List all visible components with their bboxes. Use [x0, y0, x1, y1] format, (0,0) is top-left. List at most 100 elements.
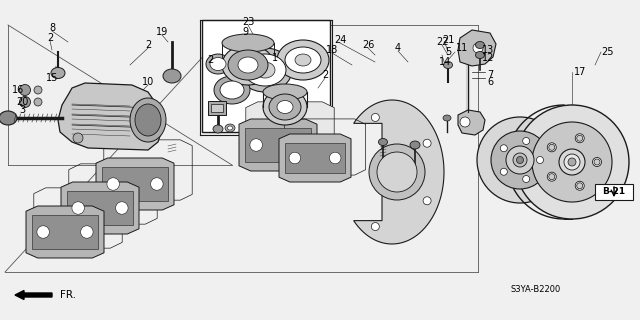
Circle shape [473, 43, 483, 53]
Text: 9: 9 [242, 27, 248, 37]
Circle shape [577, 183, 583, 189]
Polygon shape [458, 30, 496, 66]
Text: B-21: B-21 [602, 188, 625, 196]
Text: 26: 26 [362, 40, 374, 50]
Circle shape [116, 202, 128, 214]
Ellipse shape [210, 58, 226, 70]
Circle shape [500, 168, 508, 175]
Ellipse shape [443, 115, 451, 121]
Polygon shape [279, 134, 351, 182]
Text: 13: 13 [482, 45, 494, 55]
Bar [202, 20, 330, 132]
Text: 20: 20 [16, 97, 28, 107]
Text: 10: 10 [142, 77, 154, 87]
Text: 11: 11 [456, 43, 468, 53]
Ellipse shape [222, 34, 274, 52]
Ellipse shape [377, 152, 417, 192]
Ellipse shape [263, 84, 307, 100]
Circle shape [289, 152, 301, 164]
Text: 8: 8 [49, 23, 55, 33]
Ellipse shape [513, 153, 527, 167]
Polygon shape [285, 143, 345, 173]
Ellipse shape [515, 105, 629, 219]
Ellipse shape [238, 57, 258, 73]
Text: FR.: FR. [60, 290, 76, 300]
Text: S3YA-B2200: S3YA-B2200 [510, 285, 560, 294]
Circle shape [536, 156, 543, 164]
Polygon shape [58, 83, 162, 150]
Polygon shape [67, 191, 132, 225]
Text: 17: 17 [574, 67, 586, 77]
Ellipse shape [277, 100, 293, 114]
Ellipse shape [135, 104, 161, 136]
Circle shape [548, 144, 555, 150]
Ellipse shape [0, 111, 17, 125]
Circle shape [19, 84, 31, 95]
Polygon shape [354, 100, 444, 244]
Text: 2: 2 [145, 40, 151, 50]
Circle shape [107, 178, 120, 190]
Text: 2: 2 [47, 33, 53, 43]
Ellipse shape [378, 139, 387, 146]
Text: 22: 22 [436, 37, 448, 47]
Ellipse shape [476, 42, 484, 49]
Polygon shape [458, 110, 485, 135]
Text: 21: 21 [442, 35, 454, 45]
Ellipse shape [532, 122, 612, 202]
Text: 6: 6 [487, 77, 493, 87]
Ellipse shape [444, 61, 452, 68]
Text: 2: 2 [207, 55, 213, 65]
Text: 7: 7 [487, 70, 493, 80]
Circle shape [19, 97, 31, 108]
Circle shape [34, 98, 42, 106]
Circle shape [371, 222, 380, 230]
Ellipse shape [228, 50, 268, 80]
Circle shape [547, 143, 556, 152]
Ellipse shape [220, 81, 244, 99]
Polygon shape [96, 158, 174, 210]
Circle shape [73, 133, 83, 143]
Text: 14: 14 [439, 57, 451, 67]
Ellipse shape [277, 40, 329, 80]
Circle shape [294, 139, 306, 151]
Text: 18: 18 [326, 45, 338, 55]
Ellipse shape [369, 144, 425, 200]
Ellipse shape [255, 62, 275, 78]
Ellipse shape [506, 146, 534, 174]
Ellipse shape [410, 141, 420, 149]
Ellipse shape [227, 126, 232, 130]
Ellipse shape [225, 124, 235, 132]
Ellipse shape [295, 54, 311, 66]
Ellipse shape [130, 98, 166, 142]
Bar [211, 104, 223, 112]
Ellipse shape [163, 69, 181, 83]
Ellipse shape [263, 89, 307, 125]
Text: 12: 12 [482, 53, 494, 63]
Polygon shape [245, 128, 311, 162]
Circle shape [575, 134, 584, 143]
Ellipse shape [222, 45, 274, 85]
Circle shape [72, 202, 84, 214]
Polygon shape [239, 119, 317, 171]
Ellipse shape [559, 149, 585, 175]
Polygon shape [61, 182, 139, 234]
Ellipse shape [238, 48, 292, 92]
FancyArrow shape [15, 291, 52, 300]
Circle shape [523, 176, 530, 182]
Ellipse shape [244, 54, 286, 86]
Ellipse shape [51, 68, 65, 78]
Circle shape [250, 139, 262, 151]
Ellipse shape [477, 117, 563, 203]
Bar [208, 101, 226, 115]
Circle shape [330, 152, 341, 164]
Circle shape [594, 159, 600, 165]
Polygon shape [246, 102, 334, 162]
Circle shape [81, 226, 93, 238]
Circle shape [548, 174, 555, 180]
Ellipse shape [568, 158, 576, 166]
Circle shape [37, 226, 49, 238]
Polygon shape [32, 215, 98, 249]
Ellipse shape [564, 154, 580, 170]
Circle shape [547, 172, 556, 181]
Circle shape [460, 117, 470, 127]
